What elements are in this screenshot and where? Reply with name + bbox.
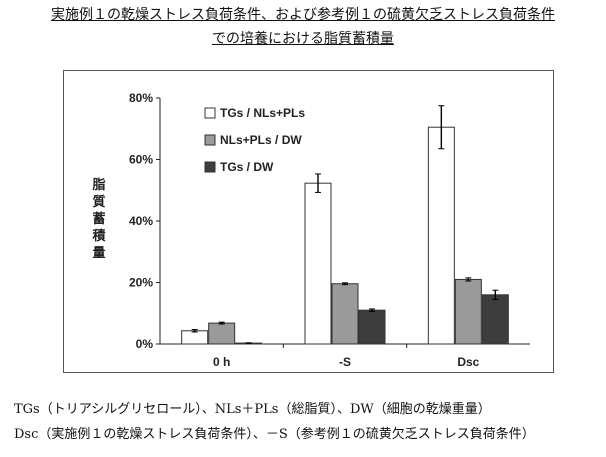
bar [358,309,386,345]
y-tick-label: 80% [129,91,153,105]
y-axis-label-char: 積 [91,228,106,244]
chart-frame [63,70,554,373]
footnote-conditions: Dsc（実施例１の乾燥ストレス負荷条件）、－S（参考例１の硫黄欠乏ストレス負荷条… [14,427,535,442]
legend-swatch [204,161,216,173]
chart-title-line-2: での培養における脂質蓄積量 [212,31,394,47]
legend-label: NLs+PLs / DW [220,133,302,147]
x-tick-label: Dsc [457,355,479,369]
y-axis-label-char: 蓄 [92,211,105,227]
x-tick-label: -S [339,355,351,369]
bar [331,283,359,345]
y-tick-label: 20% [129,276,153,290]
legend-swatch [204,134,216,146]
bar [181,330,209,345]
bar [427,126,455,345]
bar [481,294,509,345]
y-axis-label-char: 脂 [91,177,105,193]
y-tick-label: 0% [136,337,154,351]
y-axis-label-char: 質 [92,194,105,210]
chart-title-line-1: 実施例１の乾燥ストレス負荷条件、および参考例１の硫黄欠乏ストレス負荷条件 [51,7,555,23]
legend-label: TGs / DW [220,160,274,174]
footnote-abbreviations: TGs（トリアシルグリセロール）、NLs＋PLs（総脂質）、DW（細胞の乾燥重量… [14,402,491,417]
bar [454,278,482,345]
x-tick-label: 0 h [213,355,230,369]
legend-swatch [204,107,216,119]
y-tick-label: 40% [129,214,153,228]
legend-label: TGs / NLs+PLs [220,106,305,120]
y-tick-label: 60% [129,153,153,167]
y-axis-label-char: 量 [92,246,105,261]
bar [208,322,236,345]
bar [304,182,332,345]
